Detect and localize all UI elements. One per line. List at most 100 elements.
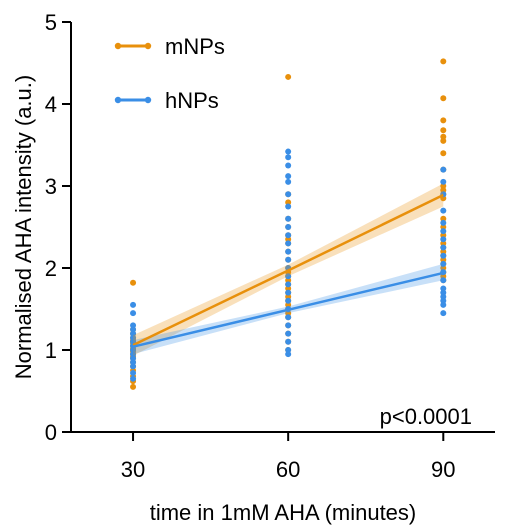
- data-point: [285, 248, 292, 255]
- data-point: [440, 178, 447, 185]
- x-tick-label: 30: [121, 457, 145, 482]
- data-point: [285, 314, 292, 321]
- data-point: [440, 224, 447, 230]
- y-axis-label: Normalised AHA intensity (a.u.): [11, 75, 36, 379]
- legend-label: mNPs: [165, 34, 225, 59]
- data-point: [285, 289, 292, 296]
- x-tick-label: 60: [276, 457, 300, 482]
- data-point: [285, 178, 292, 185]
- data-point: [440, 150, 447, 157]
- legend-marker: [114, 96, 122, 104]
- data-point: [440, 187, 447, 194]
- data-point: [440, 215, 447, 222]
- data-point: [130, 310, 137, 317]
- legend-marker: [144, 42, 152, 50]
- data-point: [285, 73, 292, 80]
- data-point: [130, 359, 137, 366]
- legend-marker: [114, 42, 122, 50]
- data-point: [130, 334, 137, 341]
- data-point: [285, 256, 292, 263]
- annotation: p<0.0001: [380, 404, 472, 429]
- data-point: [285, 148, 292, 155]
- data-point: [285, 191, 292, 198]
- data-point: [285, 322, 292, 329]
- y-tick-label: 3: [45, 174, 57, 199]
- data-point: [285, 240, 292, 247]
- data-point: [130, 375, 137, 382]
- data-point: [440, 183, 447, 189]
- data-point: [440, 265, 447, 271]
- data-point: [130, 355, 137, 362]
- data-point: [440, 256, 447, 263]
- data-point: [285, 173, 292, 180]
- fit-line: [132, 193, 444, 347]
- x-axis-label: time in 1mM AHA (minutes): [150, 500, 417, 525]
- data-point: [130, 326, 137, 333]
- y-tick-label: 1: [45, 338, 57, 363]
- data-point: [285, 351, 292, 358]
- fit-line: [132, 271, 444, 348]
- data-point: [440, 252, 447, 259]
- data-point: [285, 232, 292, 239]
- y-tick-label: 4: [45, 92, 57, 117]
- data-point: [440, 297, 447, 304]
- data-point: [285, 224, 292, 230]
- data-point: [285, 162, 292, 169]
- data-point: [440, 301, 447, 308]
- data-point: [440, 277, 447, 284]
- data-point: [440, 293, 447, 300]
- data-point: [130, 330, 137, 337]
- x-tick-label: 90: [431, 457, 455, 482]
- data-point: [440, 117, 447, 124]
- data-point: [285, 347, 292, 353]
- data-point: [440, 285, 447, 292]
- y-tick-label: 5: [45, 10, 57, 35]
- data-point: [440, 240, 447, 247]
- data-point: [440, 236, 447, 243]
- data-point: [285, 154, 292, 161]
- data-point: [285, 203, 292, 210]
- data-point: [130, 351, 137, 358]
- y-tick-label: 2: [45, 256, 57, 281]
- data-point: [285, 301, 292, 308]
- y-tick-label: 0: [45, 420, 57, 445]
- data-point: [285, 293, 292, 300]
- data-point: [440, 289, 447, 296]
- data-point: [440, 137, 447, 144]
- data-point: [285, 199, 292, 206]
- data-point: [440, 127, 447, 134]
- data-point: [130, 322, 137, 329]
- data-point: [440, 228, 447, 235]
- data-point: [285, 273, 292, 280]
- data-point: [130, 363, 137, 370]
- data-point: [130, 369, 137, 376]
- data-point: [285, 215, 292, 222]
- data-point: [440, 58, 447, 65]
- data-point: [285, 236, 292, 243]
- data-point: [440, 207, 447, 214]
- data-point: [440, 273, 447, 280]
- data-point: [130, 347, 137, 353]
- data-point: [440, 310, 447, 317]
- data-point: [285, 285, 292, 292]
- data-point: [285, 310, 292, 317]
- data-point: [440, 232, 447, 239]
- legend-label: hNPs: [165, 88, 219, 113]
- data-point: [285, 281, 292, 288]
- data-point: [440, 260, 447, 267]
- data-point: [440, 133, 447, 140]
- data-point: [440, 95, 447, 102]
- legend-marker: [144, 96, 152, 104]
- data-point: [440, 244, 447, 251]
- data-point: [130, 301, 137, 308]
- data-point: [285, 297, 292, 304]
- data-point: [285, 277, 292, 284]
- data-point: [130, 383, 137, 390]
- data-point: [440, 248, 447, 255]
- data-point: [130, 279, 137, 286]
- data-point: [440, 166, 447, 173]
- data-point: [285, 330, 292, 337]
- data-point: [440, 219, 447, 226]
- data-point: [285, 338, 292, 345]
